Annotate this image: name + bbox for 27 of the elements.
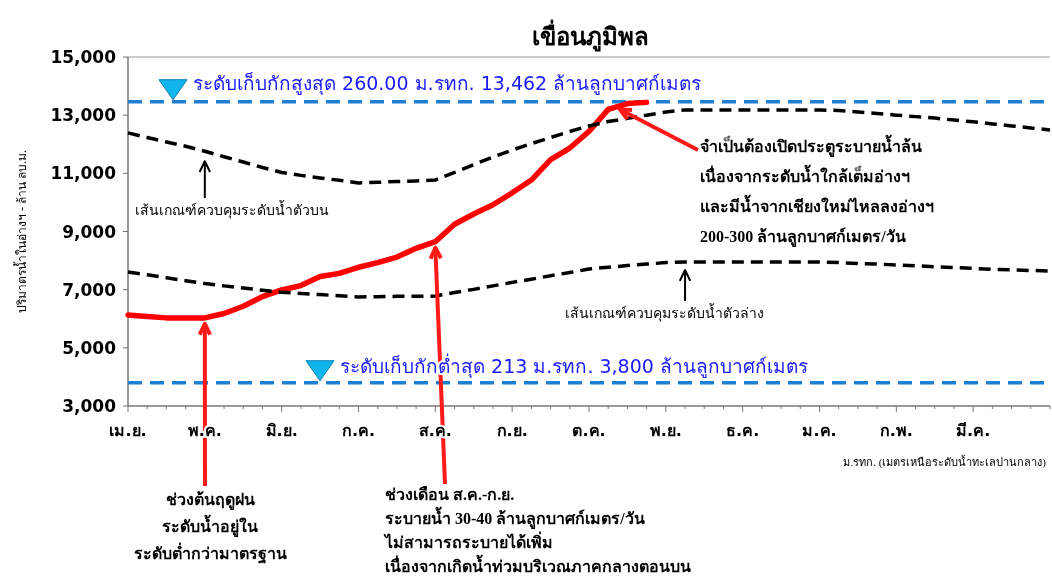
y-tick-label: 11,000 (50, 163, 117, 184)
text: เส้นเกณฑ์ควบคุมระดับน้ำตัวล่าง (565, 303, 764, 322)
y-tick-label: 15,000 (50, 47, 117, 67)
chart-title: เขื่อนภูมิพล (531, 19, 649, 52)
y-tick-label: 3,000 (62, 396, 117, 416)
annotation: ช่วงเดือน ส.ค.-ก.ย. ระบายน้ำ 30-40 ล้านลูกบาศก์เมตร/วัน ไม่สามารถระบายได้เพิ่ม เนื่องจากเกิดน้ำท่วมบริเวณภาคกลางตอนบน (383, 486, 691, 575)
text: ม.รทก. (เมตรเหนือระดับน้ำทะเลปานกลาง) (843, 454, 1047, 469)
x-tick-label: ม.ค. (802, 421, 837, 440)
x-tick-label: ต.ค. (572, 421, 606, 440)
x-tick-label: มิ.ย. (265, 421, 298, 440)
series-label: เส้นเกณฑ์ควบคุมระดับน้ำตัวบน (135, 200, 329, 219)
y-tick-label: 5,000 (62, 337, 117, 358)
x-tick-label: เม.ย. (109, 421, 147, 440)
y-tick-label: 7,000 (62, 279, 117, 300)
x-tick-label: ธ.ค. (726, 421, 760, 440)
ref-line-label: ระดับเก็บกักสูงสุด 260.00 ม.รทก. 13,462 ล้านลูกบาศก์เมตร (193, 70, 702, 96)
x-tick-label: มี.ค. (956, 421, 991, 440)
x-tick-label: ก.พ. (879, 421, 913, 440)
y-axis-title: ปริมาตรน้ำในอ่างฯ - ล้าน ลบ.ม. (13, 150, 29, 313)
y-tick-label: 13,000 (50, 105, 117, 126)
x-tick-label: ก.ค. (341, 421, 376, 440)
y-tick-label: 9,000 (62, 221, 117, 242)
annotation: จำเป็นต้องเปิดประตูระบายน้ำล้น เนื่องจากระดับน้ำใกล้เต็มอ่างฯ และมีน้ำจากเชียงใหม่ไหลลงอ่างฯ 200-300 ล้านลูกบาศก์เมตร/วัน (700, 134, 934, 248)
x-tick-label: พ.ย. (649, 421, 682, 440)
annotation: ช่วงต้นฤดูฝน ระดับน้ำอยู่ใน ระดับต่ำกว่ามาตรฐาน (133, 491, 287, 564)
x-tick-label: ก.ย. (496, 421, 528, 440)
line-series (126, 108, 1052, 185)
